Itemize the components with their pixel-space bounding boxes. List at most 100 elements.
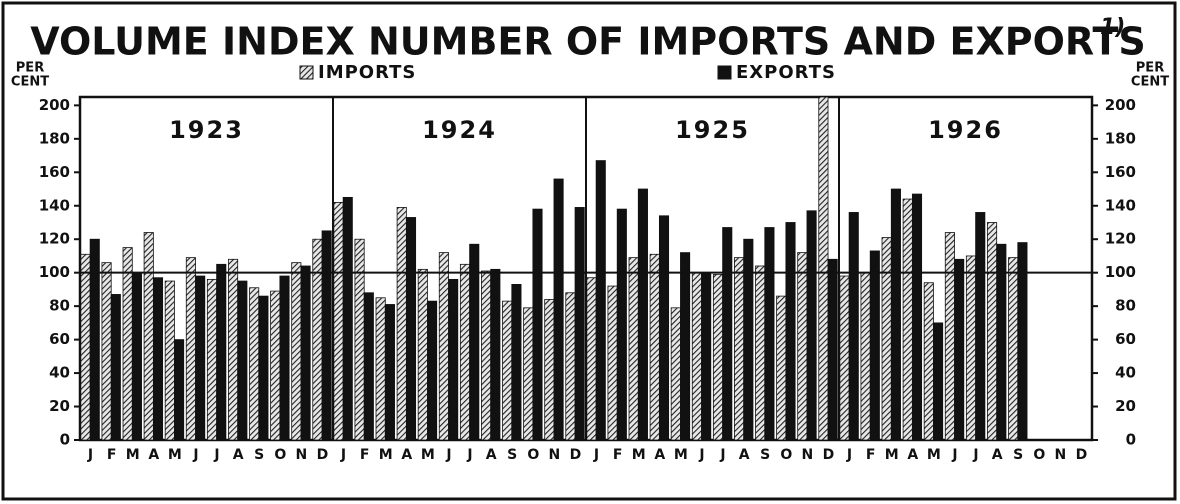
y2-tick-label: 120: [1105, 230, 1136, 248]
bar: [249, 287, 260, 441]
chart-title: VOLUME INDEX NUMBER OF IMPORTS AND EXPOR…: [30, 20, 1146, 64]
legend-label: IMPORTS: [318, 62, 416, 83]
x-tick-label: O: [274, 447, 286, 463]
y-tick-label: 40: [49, 364, 70, 382]
y-tick-label: 140: [39, 196, 70, 214]
bar: [469, 243, 480, 441]
bar: [890, 188, 901, 441]
x-tick-label: J: [192, 447, 198, 463]
x-tick-label: J: [719, 447, 725, 463]
year-label: 1925: [675, 116, 750, 144]
footnote-marker: 1): [1100, 15, 1125, 40]
x-tick-label: D: [823, 447, 835, 463]
bar: [333, 202, 344, 441]
bar: [206, 278, 218, 441]
bar: [354, 238, 365, 441]
bar: [680, 252, 691, 441]
x-tick-label: S: [254, 447, 264, 463]
x-tick-label: M: [421, 447, 435, 463]
bar: [658, 215, 670, 441]
y2-axis-label: PER: [1136, 61, 1164, 76]
bar: [722, 227, 733, 441]
bar: [321, 230, 332, 441]
bar: [797, 252, 808, 441]
x-tick-label: N: [296, 447, 308, 463]
bar: [89, 238, 100, 441]
bar: [384, 304, 395, 441]
y-tick-label: 20: [49, 397, 70, 415]
y-tick-label: 120: [39, 230, 70, 248]
bar: [448, 278, 459, 441]
bar: [438, 252, 449, 441]
bar: [291, 262, 302, 441]
bar: [701, 272, 712, 441]
bar: [743, 238, 754, 441]
bar: [944, 232, 955, 441]
bar: [417, 268, 428, 441]
bar: [860, 272, 871, 441]
x-tick-label: A: [401, 447, 412, 463]
bar: [511, 283, 522, 441]
bar: [110, 294, 121, 441]
bar: [375, 297, 386, 441]
y2-tick-label: 160: [1105, 163, 1136, 181]
bar: [152, 277, 164, 441]
y-tick-label: 200: [39, 96, 70, 114]
bar: [670, 307, 681, 441]
y2-tick-label: 180: [1105, 129, 1136, 147]
bar: [164, 280, 175, 441]
x-tick-label: F: [866, 447, 876, 463]
bar: [143, 232, 154, 441]
y-tick-label: 60: [49, 330, 70, 348]
bar: [228, 258, 239, 441]
bar: [185, 257, 196, 441]
bar: [616, 208, 627, 441]
bar: [1008, 257, 1019, 441]
bar: [806, 210, 817, 441]
bar: [734, 257, 745, 441]
bar: [691, 272, 702, 441]
bar: [80, 253, 91, 441]
y-tick-label: 80: [49, 297, 70, 315]
x-tick-label: J: [445, 447, 451, 463]
y-tick-label: 160: [39, 163, 70, 181]
x-tick-label: A: [486, 447, 497, 463]
y2-tick-label: 40: [1115, 364, 1136, 382]
bar: [342, 196, 353, 441]
x-tick-label: A: [739, 447, 750, 463]
x-tick-label: F: [613, 447, 623, 463]
bar: [902, 198, 913, 441]
x-tick-label: M: [632, 447, 646, 463]
bar: [405, 217, 417, 441]
bar: [923, 282, 934, 441]
bar: [827, 258, 838, 441]
x-tick-label: M: [927, 447, 941, 463]
x-tick-label: S: [760, 447, 770, 463]
bar: [312, 238, 323, 441]
bar: [553, 178, 564, 441]
x-tick-label: M: [674, 447, 688, 463]
y2-tick-label: 100: [1105, 263, 1136, 281]
bar: [131, 272, 142, 441]
bar: [975, 212, 986, 441]
bar: [776, 295, 787, 441]
bar: [848, 212, 859, 441]
bar: [755, 265, 766, 441]
year-label: 1926: [928, 116, 1003, 144]
x-tick-label: J: [593, 447, 599, 463]
bar: [818, 96, 829, 441]
bar: [258, 295, 269, 441]
x-tick-label: D: [1076, 447, 1088, 463]
x-tick-label: M: [379, 447, 393, 463]
bar: [396, 207, 407, 441]
y2-tick-label: 20: [1115, 397, 1136, 415]
bar: [987, 222, 998, 441]
bar: [1017, 242, 1028, 441]
bar: [649, 253, 660, 441]
bar: [607, 285, 618, 441]
bar: [574, 207, 585, 441]
bar: [996, 243, 1007, 441]
bar: [195, 275, 206, 441]
